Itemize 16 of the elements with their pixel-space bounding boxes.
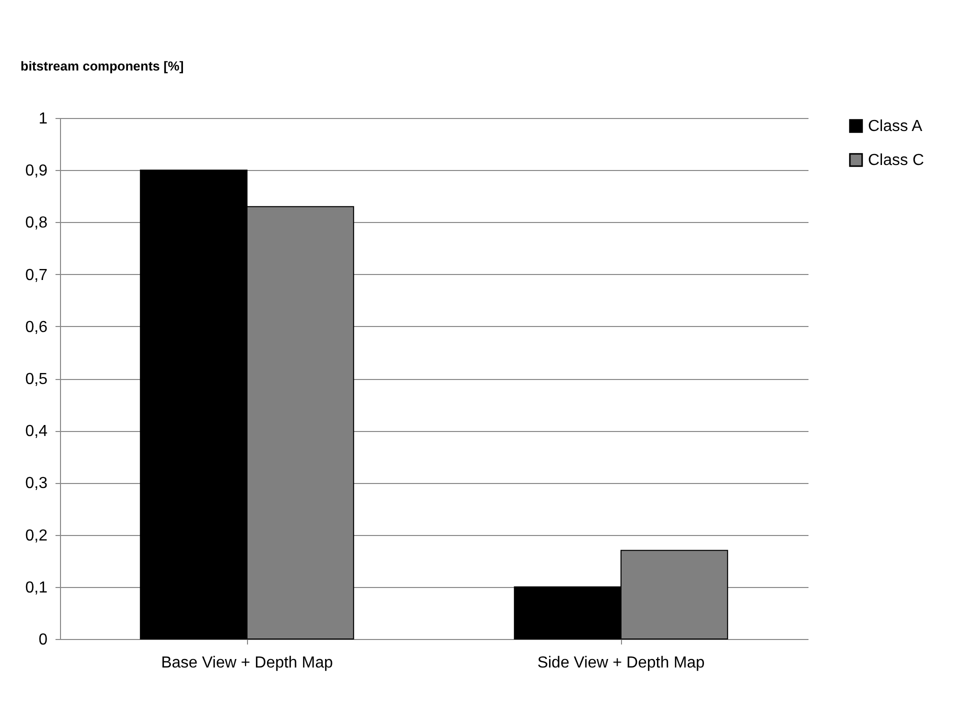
y-tick-label: 0,4 [25,423,48,440]
x-tick-label: Base View + Depth Map [161,654,333,672]
y-tick-label: 0,5 [25,371,48,388]
x-tick-label: Side View + Depth Map [537,654,705,672]
y-tick-label: 0,2 [25,527,48,544]
legend-label: Class C [868,152,924,169]
y-tick-label: 0,1 [25,579,48,596]
y-tick-label: 0,6 [25,318,48,336]
y-tick-label: 0,3 [25,475,48,492]
legend-label: Class A [868,118,923,135]
y-tick-label: 0,8 [25,214,48,232]
y-tick-label: 0,9 [25,162,48,180]
y-tick-label: 0 [38,632,48,648]
y-tick-label: 1 [38,110,48,128]
y-tick-label: 0,7 [25,266,48,284]
y-axis-title: bitstream components [%] [20,58,184,74]
